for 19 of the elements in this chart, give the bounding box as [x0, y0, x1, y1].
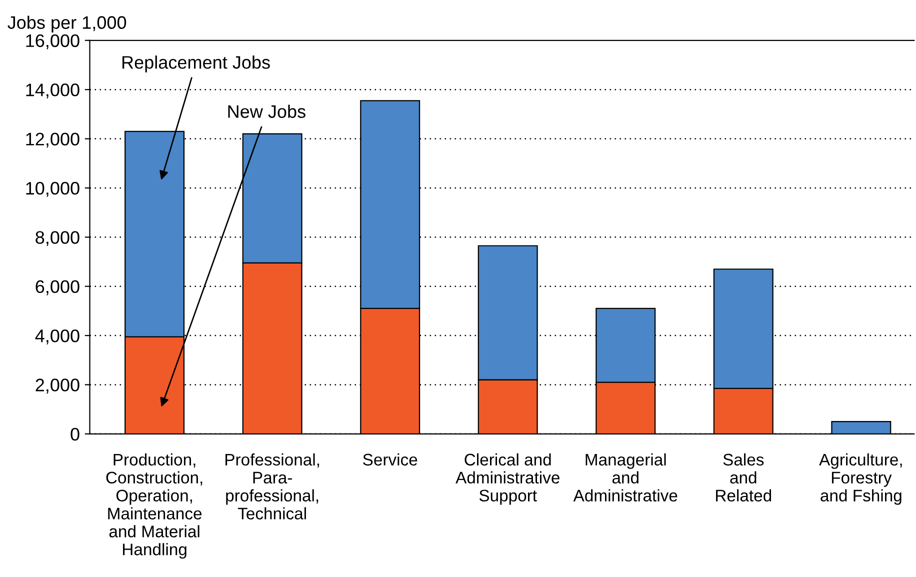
text: Replacement Jobs	[122, 56, 270, 72]
y-tick-label: 8,000	[36, 231, 80, 246]
y-axis-title: Jobs per 1,000	[8, 16, 126, 33]
text: New Jobs	[228, 104, 306, 118]
y-tick-label: 16,000	[26, 34, 80, 50]
y-tick-label: 6,000	[36, 280, 80, 296]
y-tick-label: 10,000	[26, 182, 80, 197]
y-tick-label: 0	[70, 428, 80, 441]
x-tick-label: Agriculture, Forestry and Fshing	[819, 453, 902, 505]
x-tick-label: Service	[363, 453, 418, 466]
y-tick-label: 12,000	[26, 132, 80, 148]
y-tick-label: 14,000	[26, 84, 80, 98]
x-tick-label: Managerial and Administrative	[573, 453, 678, 502]
x-tick-label: Professional, Para- professional, Technical	[226, 453, 319, 520]
x-tick-label: Production, Construction, Operation, Maintenance and Material Handling	[106, 453, 202, 559]
x-tick-label: Sales and Related	[716, 453, 772, 502]
y-tick-label: 2,000	[36, 378, 80, 394]
y-tick-label: 4,000	[35, 329, 80, 344]
x-tick-label: Clerical and Administrative Support	[456, 453, 560, 505]
